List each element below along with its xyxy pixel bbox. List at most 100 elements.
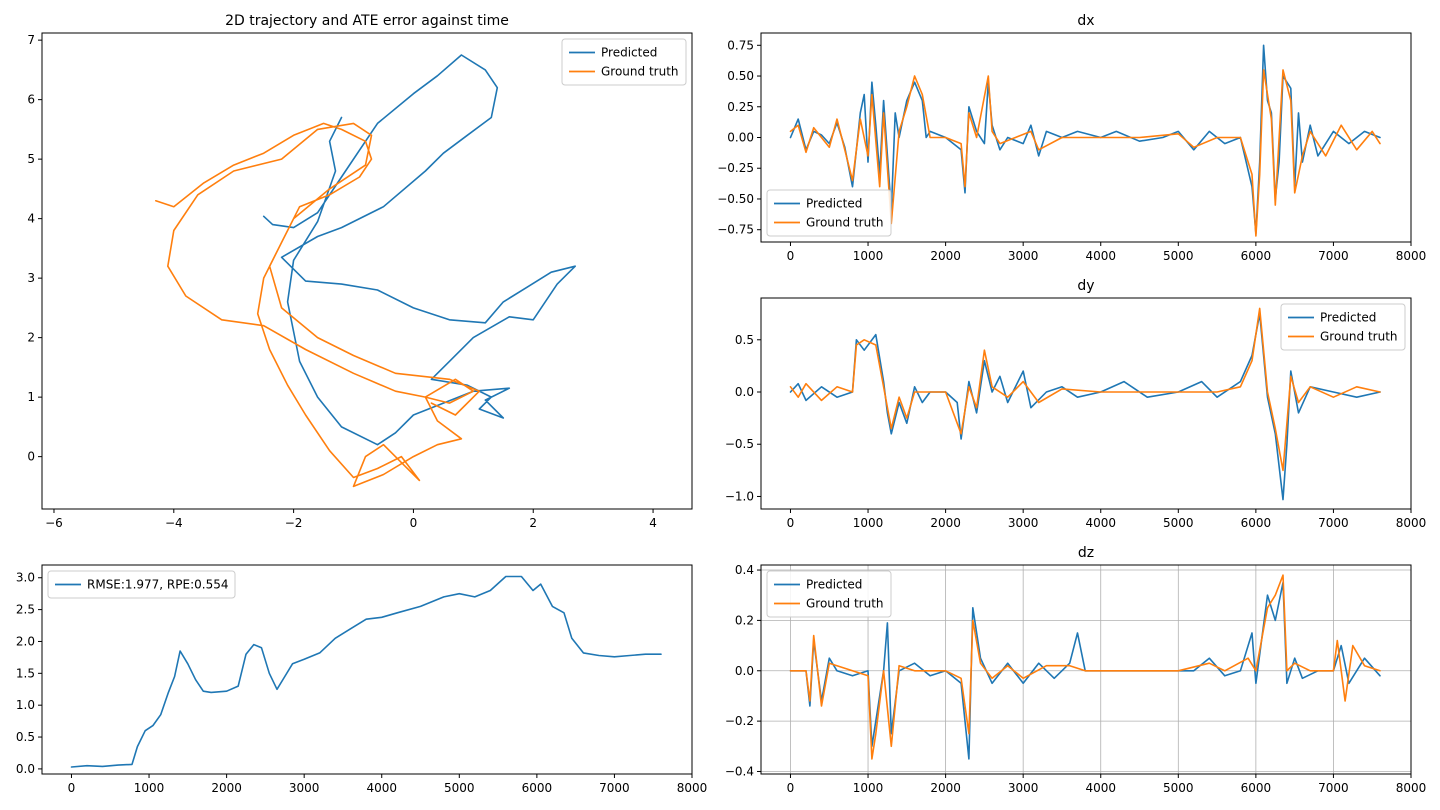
y-tick-label: 0.5 xyxy=(16,730,35,744)
x-tick-label: 7000 xyxy=(1318,249,1349,263)
x-tick-label: 4000 xyxy=(1085,249,1116,263)
y-tick-label: 1.0 xyxy=(16,698,35,712)
y-tick-label: −0.4 xyxy=(725,764,754,778)
axes-frame xyxy=(760,297,1412,510)
legend-label: RMSE:1.977, RPE:0.554 xyxy=(87,578,228,592)
x-tick-label: 8000 xyxy=(1396,781,1427,795)
y-tick-label: 0.5 xyxy=(735,333,754,347)
y-tick-label: −1.0 xyxy=(725,489,754,503)
legend: Predicted Ground truth xyxy=(766,189,892,237)
x-tick-label: 6000 xyxy=(522,781,553,795)
x-tick-label: 4000 xyxy=(366,781,397,795)
y-tick-label: 1.5 xyxy=(16,666,35,680)
legend-box xyxy=(561,38,687,86)
series-line-ground-truth xyxy=(789,69,1381,237)
x-tick-label: 1000 xyxy=(134,781,165,795)
x-tick-label: 3000 xyxy=(289,781,320,795)
axes-frame xyxy=(41,564,693,775)
x-tick-label: 3000 xyxy=(1008,249,1039,263)
chart-trajectory: −6 −4 −2 0 2 4 0 1 2 3 4 5 6 7 2D trajectory and ATE e… xyxy=(27,13,693,530)
x-tick-label: −6 xyxy=(45,516,63,530)
y-tick-label: 4 xyxy=(27,212,35,226)
legend-label: Ground truth xyxy=(806,216,884,230)
x-tick-label: 0 xyxy=(787,516,795,530)
y-tick-label: 3.0 xyxy=(16,571,35,585)
y-tick-label: 0.50 xyxy=(727,69,754,83)
legend-label: Predicted xyxy=(806,578,862,592)
chart-ate: 0 1000 2000 3000 4000 5000 6000 7000 8000 0.0 0.5 1… xyxy=(16,564,708,795)
y-tick-label: 3 xyxy=(27,271,35,285)
legend-label: Ground truth xyxy=(601,65,679,79)
x-tick-label: 0 xyxy=(787,781,795,795)
series-line-predicted xyxy=(789,312,1381,501)
x-tick-label: 4000 xyxy=(1085,516,1116,530)
legend-label: Predicted xyxy=(601,46,657,60)
series-line-predicted xyxy=(262,54,576,446)
x-tick-label: 2000 xyxy=(930,516,961,530)
y-tick-label: −0.5 xyxy=(725,437,754,451)
x-tick-label: −4 xyxy=(165,516,183,530)
chart-dy: 0 1000 2000 3000 4000 5000 6000 7000 8000 −1.0 −0.… xyxy=(725,278,1426,530)
x-tick-label: 6000 xyxy=(1241,249,1272,263)
y-tick-label: −0.2 xyxy=(725,714,754,728)
y-tick-label: 0.0 xyxy=(735,385,754,399)
legend-box xyxy=(766,570,892,618)
y-tick-label: 0.0 xyxy=(735,664,754,678)
x-tick-label: 3000 xyxy=(1008,516,1039,530)
x-tick-label: −2 xyxy=(285,516,303,530)
y-tick-label: 0.2 xyxy=(735,613,754,627)
y-tick-label: 5 xyxy=(27,152,35,166)
y-tick-label: 2.5 xyxy=(16,603,35,617)
axes-frame xyxy=(760,564,1412,775)
x-tick-label: 7000 xyxy=(1318,781,1349,795)
y-tick-label: 0.00 xyxy=(727,131,754,145)
y-tick-label: 0 xyxy=(27,450,35,464)
series-line-predicted xyxy=(70,575,662,768)
axes-frame xyxy=(41,32,693,510)
legend-box xyxy=(766,189,892,237)
x-tick-label: 0 xyxy=(410,516,418,530)
x-tick-label: 1000 xyxy=(853,516,884,530)
x-tick-label: 4 xyxy=(649,516,657,530)
y-tick-label: 0.4 xyxy=(735,563,754,577)
chart-title: dy xyxy=(1077,278,1094,294)
x-tick-label: 6000 xyxy=(1241,516,1272,530)
y-tick-label: 0.75 xyxy=(727,38,754,52)
chart-dz: 0 1000 2000 3000 4000 5000 6000 7000 8000 −0.4 −0.… xyxy=(725,545,1426,795)
x-tick-label: 2000 xyxy=(930,781,961,795)
legend-box xyxy=(47,570,236,599)
x-tick-label: 5000 xyxy=(444,781,475,795)
x-tick-label: 0 xyxy=(68,781,76,795)
legend-label: Ground truth xyxy=(806,597,884,611)
legend-label: Ground truth xyxy=(1320,330,1398,344)
legend-label: Predicted xyxy=(806,197,862,211)
series-line-ground-truth xyxy=(789,574,1381,760)
chart-dx: 0 1000 2000 3000 4000 5000 6000 7000 8000 −0.75 −0… xyxy=(717,13,1426,263)
y-tick-label: 0.25 xyxy=(727,100,754,114)
x-tick-label: 8000 xyxy=(1396,249,1427,263)
x-tick-label: 6000 xyxy=(1241,781,1272,795)
x-tick-label: 7000 xyxy=(1318,516,1349,530)
x-tick-label: 5000 xyxy=(1163,249,1194,263)
y-tick-label: 0.0 xyxy=(16,762,35,776)
x-tick-label: 5000 xyxy=(1163,516,1194,530)
series-line-ground-truth xyxy=(789,307,1381,472)
x-tick-label: 8000 xyxy=(1396,516,1427,530)
x-tick-label: 8000 xyxy=(677,781,708,795)
x-tick-label: 5000 xyxy=(1163,781,1194,795)
chart-title: 2D trajectory and ATE error against time xyxy=(225,13,509,29)
legend: Predicted Ground truth xyxy=(1280,303,1406,351)
x-tick-label: 3000 xyxy=(1008,781,1039,795)
legend: Predicted Ground truth xyxy=(561,38,687,86)
legend: RMSE:1.977, RPE:0.554 xyxy=(47,570,236,599)
y-tick-label: 2 xyxy=(27,331,35,345)
legend-box xyxy=(1280,303,1406,351)
series-line-ground-truth xyxy=(155,122,481,488)
x-tick-label: 7000 xyxy=(599,781,630,795)
legend: Predicted Ground truth xyxy=(766,570,892,618)
x-tick-label: 2000 xyxy=(930,249,961,263)
x-tick-label: 2 xyxy=(529,516,537,530)
x-tick-label: 1000 xyxy=(853,781,884,795)
y-tick-label: 7 xyxy=(27,33,35,47)
